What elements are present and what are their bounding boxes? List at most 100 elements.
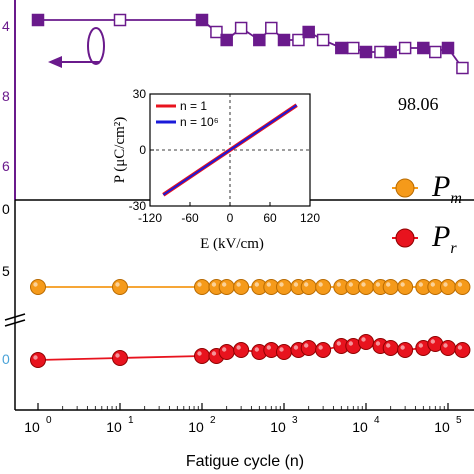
top-series-point: [335, 41, 348, 55]
point-highlight: [303, 343, 309, 348]
top-y-tick-label: 6: [2, 158, 10, 174]
point-highlight: [303, 282, 309, 287]
inset-x-tick-label: 60: [263, 211, 277, 225]
point-highlight: [348, 282, 353, 287]
x-tick-label: 10: [188, 419, 204, 435]
point-highlight: [418, 282, 424, 287]
point-highlight: [211, 282, 217, 287]
point-highlight: [400, 345, 405, 350]
x-tick-exponent: 0: [46, 415, 52, 426]
legend-pr-label: Pr: [432, 222, 457, 257]
point-highlight: [221, 347, 227, 352]
pm-series: [30, 279, 471, 295]
bottom-y-tick-label: 0: [2, 351, 10, 367]
top-series-point: [316, 33, 330, 47]
top-series-point: [441, 41, 455, 55]
point-highlight: [254, 347, 260, 352]
bottom-series-point: [276, 344, 292, 360]
point-highlight: [236, 282, 241, 287]
top-series-point: [234, 21, 248, 35]
point-highlight: [293, 345, 299, 350]
x-tick-exponent: 5: [456, 415, 462, 426]
top-series-point: [456, 61, 469, 75]
inset-x-tick-label: 0: [227, 211, 234, 225]
bottom-series-point: [358, 334, 374, 350]
bottom-panel: [4, 200, 474, 411]
bottom-series-point: [233, 279, 250, 295]
bottom-series-point: [315, 342, 332, 358]
pr-series: [30, 334, 471, 368]
bottom-y-tick-label: 0: [2, 201, 10, 217]
bottom-series-point: [194, 279, 210, 295]
top-series: [31, 13, 469, 75]
top-series-point: [253, 33, 266, 47]
top-series-point: [429, 45, 442, 59]
point-highlight: [336, 282, 342, 287]
x-tick-exponent: 3: [292, 415, 298, 426]
legend-pm-label: Pm: [432, 172, 462, 207]
x-tick-label: 10: [434, 419, 450, 435]
top-series-point: [265, 21, 278, 35]
bottom-series-point: [382, 340, 399, 356]
top-series-point: [292, 33, 305, 47]
top-y-tick-label: 8: [2, 88, 10, 104]
point-highlight: [418, 343, 424, 348]
point-highlight: [361, 337, 366, 342]
bottom-series-point: [315, 279, 332, 295]
legend-pr-subscript: r: [450, 240, 457, 257]
inset-series: [162, 103, 298, 197]
value-annotation: 98.06: [398, 94, 439, 114]
top-series-point: [374, 45, 387, 59]
x-tick-exponent: 4: [374, 415, 380, 426]
top-series-point: [220, 33, 233, 47]
point-highlight: [33, 355, 38, 360]
top-series-point: [417, 41, 430, 55]
point-highlight: [221, 282, 227, 287]
bottom-series-point: [358, 279, 374, 295]
point-highlight: [115, 282, 120, 287]
x-tick-label: 10: [270, 419, 286, 435]
x-tick-label: 10: [106, 419, 122, 435]
bottom-series-point: [300, 279, 317, 295]
bottom-series-point: [382, 279, 399, 295]
bottom-y-tick-label: 5: [2, 263, 10, 279]
inset-y-tick-label: -30: [129, 199, 147, 213]
legend-pm-marker: [395, 178, 415, 198]
main-legend: [392, 178, 418, 248]
top-series-point: [195, 13, 209, 27]
top-series-point: [347, 41, 360, 55]
bottom-series-point: [440, 279, 456, 295]
point-highlight: [279, 347, 284, 352]
bottom-series-point: [112, 350, 128, 366]
point-highlight: [336, 341, 342, 346]
x-tick-exponent: 1: [128, 415, 134, 426]
bottom-series-point: [218, 344, 235, 360]
point-highlight: [197, 351, 202, 356]
top-series-point: [398, 41, 412, 55]
top-series-point: [359, 45, 373, 59]
axis-break-mark: [4, 313, 26, 321]
bottom-series-point: [440, 340, 456, 356]
x-tick-label: 10: [352, 419, 368, 435]
point-highlight: [457, 282, 463, 287]
point-highlight: [457, 345, 463, 350]
inset-series-line: [162, 104, 298, 196]
bottom-series-point: [397, 342, 414, 358]
arrow-left-icon: [48, 56, 62, 68]
point-highlight: [348, 341, 353, 346]
x-ticks: 10 0 10 1 10 2 10 3 10 4 10 5: [24, 403, 462, 435]
top-series-point: [113, 13, 127, 27]
bottom-series-point: [218, 279, 235, 295]
rotation-ellipse: [87, 27, 105, 65]
point-highlight: [266, 282, 271, 287]
point-highlight: [375, 341, 381, 346]
inset-x-title: E (kV/cm): [200, 236, 264, 252]
bottom-series-point: [194, 348, 210, 364]
bottom-series-point: [233, 342, 250, 358]
axis-break-mark: [4, 319, 26, 327]
bottom-series-point: [30, 352, 46, 368]
legend-pr-marker: [395, 228, 415, 248]
point-highlight: [318, 282, 323, 287]
legend-pm-subscript: m: [450, 190, 462, 207]
